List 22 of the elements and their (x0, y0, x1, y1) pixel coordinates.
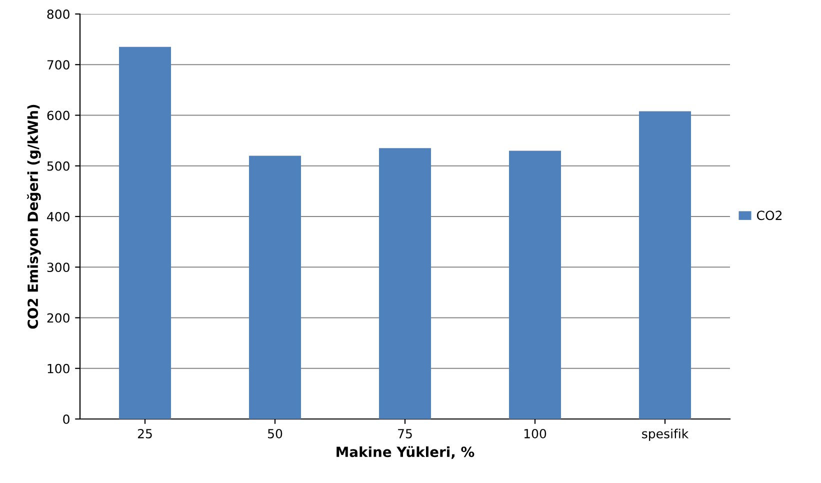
bar (639, 111, 691, 419)
x-tick-label: spesifik (642, 428, 689, 441)
y-tick-label: 100 (48, 364, 70, 374)
x-tick-label: 25 (138, 428, 152, 438)
y-tick-label: 800 (47, 9, 70, 19)
y-tick-label: 700 (47, 60, 70, 70)
y-tick-label: 600 (47, 110, 70, 120)
bar (509, 150, 561, 419)
y-axis-title: CO2 Emisyon Değeri (g/kWh) (26, 104, 41, 329)
x-axis-title: Makine Yükleri, % (336, 446, 474, 459)
y-tick-label: 200 (47, 313, 70, 323)
y-tick-label: 0 (63, 414, 70, 424)
x-tick-label: 50 (268, 428, 282, 438)
x-tick-label: 100 (524, 428, 546, 438)
y-tick-label: 400 (47, 212, 70, 222)
x-tick-label: 75 (398, 429, 412, 438)
y-tick-label: 500 (47, 161, 70, 171)
bar (249, 156, 301, 419)
y-tick-label: 300 (47, 262, 70, 272)
legend-label: CO2 (756, 210, 782, 220)
bar (119, 46, 171, 419)
bar (379, 148, 431, 419)
